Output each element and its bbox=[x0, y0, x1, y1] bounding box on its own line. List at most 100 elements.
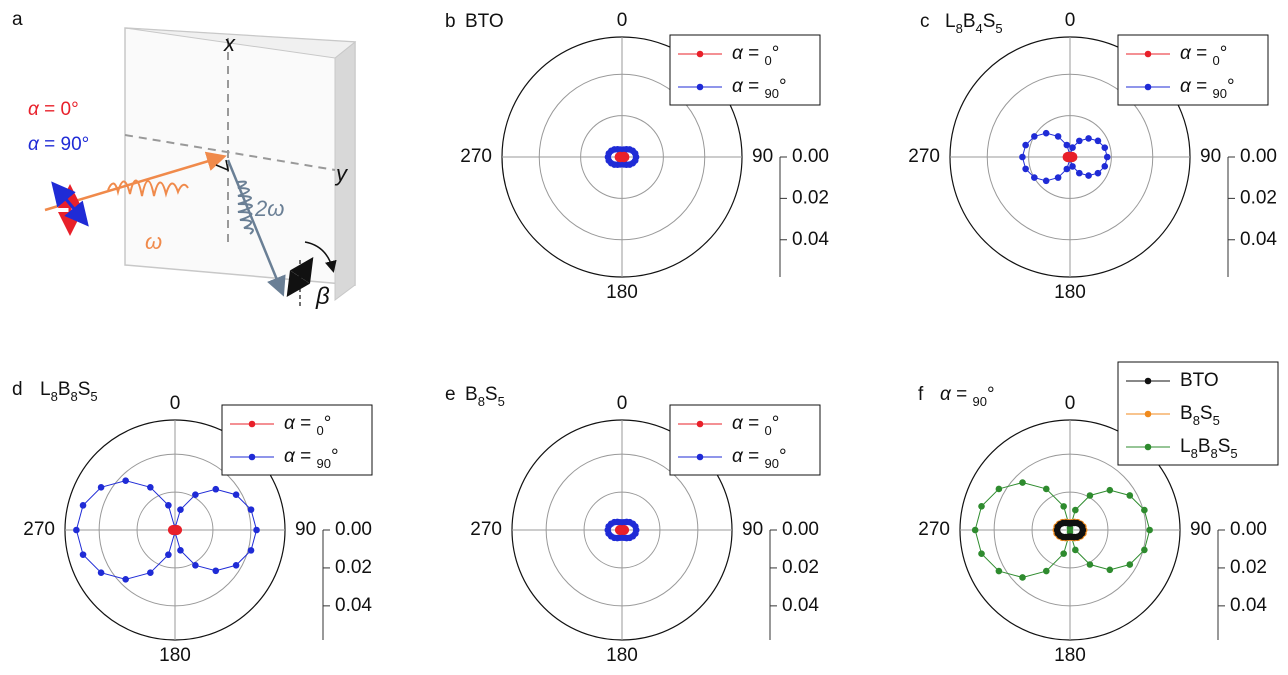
angle-tick-label: 270 bbox=[460, 146, 492, 167]
legend: α = 0°α = 90° bbox=[1118, 35, 1268, 105]
data-point bbox=[248, 506, 255, 513]
angle-tick-label: 90 bbox=[1190, 519, 1211, 540]
chart-title: BTO bbox=[465, 11, 504, 32]
data-point bbox=[80, 502, 87, 509]
legend: α = 0°α = 90° bbox=[222, 405, 372, 475]
data-point bbox=[617, 519, 624, 526]
data-point bbox=[972, 527, 979, 534]
angle-tick-label: 90 bbox=[752, 146, 773, 167]
data-point bbox=[1069, 144, 1076, 151]
data-point bbox=[192, 562, 199, 569]
data-point bbox=[98, 569, 105, 576]
radial-tick-label: 0.02 bbox=[792, 187, 829, 208]
data-point bbox=[73, 527, 80, 534]
beta-label: β bbox=[315, 283, 330, 310]
chart-title: α = 90° bbox=[940, 384, 995, 409]
legend-marker bbox=[697, 421, 704, 428]
legend-marker bbox=[1145, 51, 1152, 58]
data-point bbox=[1022, 142, 1029, 149]
panel-a-diagram: a x y α = 0° α = 90° ω 2ω β bbox=[12, 9, 355, 310]
radial-tick-label: 0.02 bbox=[335, 557, 372, 578]
figure: a x y α = 0° α = 90° ω 2ω β 0901802700.0… bbox=[0, 0, 1288, 675]
legend-marker bbox=[1145, 444, 1152, 451]
data-point bbox=[80, 551, 87, 558]
data-point bbox=[618, 526, 625, 533]
data-point bbox=[1019, 154, 1026, 161]
y-label: y bbox=[334, 161, 349, 186]
angle-tick-label: 270 bbox=[918, 519, 950, 540]
chart-title: L8B4S5 bbox=[945, 11, 1003, 36]
legend-marker bbox=[697, 454, 704, 461]
radial-tick-label: 0.00 bbox=[792, 146, 829, 167]
radial-tick-label: 0.04 bbox=[792, 229, 829, 250]
data-point bbox=[177, 506, 184, 513]
angle-tick-label: 180 bbox=[606, 282, 638, 303]
legend-marker bbox=[249, 454, 256, 461]
data-point bbox=[1141, 507, 1148, 514]
angle-tick-label: 0 bbox=[170, 393, 181, 414]
polar-chart: 0901802700.000.020.04fα = 90°BTOB8S5L8B8… bbox=[918, 362, 1278, 666]
data-point bbox=[1055, 133, 1062, 140]
data-point bbox=[147, 569, 154, 576]
data-point bbox=[1063, 142, 1070, 149]
data-point bbox=[1063, 166, 1070, 173]
data-point bbox=[1060, 550, 1067, 557]
radial-tick-label: 0.02 bbox=[782, 557, 819, 578]
data-point bbox=[122, 576, 129, 583]
data-point bbox=[165, 502, 172, 509]
angle-tick-label: 180 bbox=[1054, 645, 1086, 666]
data-point bbox=[1146, 527, 1153, 534]
data-point bbox=[171, 526, 178, 533]
alpha-0-label: α = 0° bbox=[28, 99, 79, 120]
data-point bbox=[165, 551, 172, 558]
legend: α = 0°α = 90° bbox=[670, 35, 820, 105]
legend-marker bbox=[1145, 84, 1152, 91]
panel-label: d bbox=[12, 379, 23, 400]
panel-label: b bbox=[445, 11, 456, 32]
data-point bbox=[1031, 174, 1038, 181]
radial-tick-label: 0.00 bbox=[782, 519, 819, 540]
panel-label: f bbox=[918, 384, 924, 405]
chart-title: B8S5 bbox=[465, 384, 505, 409]
panel-label: e bbox=[445, 384, 456, 405]
legend-marker bbox=[697, 84, 704, 91]
data-point bbox=[1076, 138, 1083, 145]
data-point bbox=[1087, 492, 1094, 499]
data-point bbox=[1065, 520, 1072, 527]
angle-tick-label: 90 bbox=[1200, 146, 1221, 167]
data-point bbox=[1043, 486, 1050, 493]
legend-marker bbox=[249, 421, 256, 428]
data-point bbox=[1031, 133, 1038, 140]
data-point bbox=[1076, 170, 1083, 177]
angle-tick-label: 180 bbox=[159, 645, 191, 666]
data-point bbox=[1126, 492, 1133, 499]
data-point bbox=[248, 547, 255, 554]
panel-label: a bbox=[12, 9, 23, 30]
legend-label: BTO bbox=[1180, 370, 1219, 391]
two-omega-label: 2ω bbox=[254, 196, 284, 221]
angle-tick-label: 0 bbox=[617, 393, 628, 414]
data-point bbox=[1019, 479, 1026, 486]
data-point bbox=[1095, 170, 1102, 177]
data-point bbox=[1019, 574, 1026, 581]
angle-tick-label: 270 bbox=[470, 519, 502, 540]
data-point bbox=[996, 486, 1003, 493]
data-point bbox=[1107, 567, 1114, 574]
data-point bbox=[978, 503, 985, 510]
data-point bbox=[1101, 144, 1108, 151]
polar-chart: 0901802700.000.020.04cL8B4S5α = 0°α = 90… bbox=[908, 10, 1277, 303]
angle-tick-label: 90 bbox=[295, 519, 316, 540]
data-point bbox=[1072, 507, 1079, 514]
data-point bbox=[233, 491, 240, 498]
data-point bbox=[1022, 166, 1029, 173]
data-point bbox=[212, 567, 219, 574]
data-point bbox=[147, 484, 154, 491]
data-point bbox=[98, 484, 105, 491]
data-point bbox=[1104, 154, 1111, 161]
radial-tick-label: 0.00 bbox=[335, 519, 372, 540]
data-point bbox=[1085, 172, 1092, 179]
radial-tick-label: 0.02 bbox=[1240, 187, 1277, 208]
radial-tick-label: 0.04 bbox=[1230, 595, 1267, 616]
